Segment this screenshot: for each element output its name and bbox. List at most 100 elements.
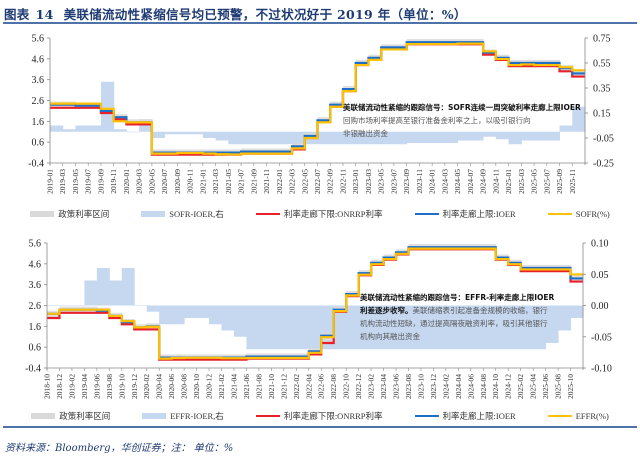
left-tick-label: -0.4	[28, 159, 44, 170]
right-tick-label: 0.75	[593, 34, 611, 45]
bottom-annotation-line-2: 美联储缩表引起准备金规模的收缩，银行	[412, 306, 548, 315]
x-tick-label: 2019-09	[96, 169, 105, 194]
legend-swatch	[547, 213, 572, 215]
x-tick-label: 2024-11	[491, 169, 500, 194]
x-tick-label: 2020-05	[147, 169, 156, 194]
x-tick-label: 2021-01	[198, 169, 207, 194]
left-tick-label: 5.6	[29, 239, 42, 250]
top-chart-legend: 政策利率区间 SOFR-IOER,右 利率走廊下限:ONRRP利率 利率走廊上限:IO…	[0, 208, 640, 220]
left-tick-label: 2.6	[29, 301, 42, 312]
x-tick-label: 2021-08	[254, 374, 263, 399]
legend-label: 利率走廊上限:IOER	[442, 411, 516, 421]
right-tick-label: -0.25	[593, 159, 614, 170]
x-tick-label: 2025-08	[554, 374, 563, 399]
x-tick-label: 2025-09	[555, 169, 564, 194]
x-tick-label: 2022-05	[300, 169, 309, 194]
bottom-annotation-title: 美联储流动性紧缩的跟踪信号：EFFR-利率走廊上限IOER	[360, 293, 555, 302]
legend-swatch	[31, 413, 56, 419]
effr-chart: -0.4 0.6 1.6 2.6 3.6 4.6 5.6 -0.10 -0.05 0.00 0.05…	[25, 239, 612, 400]
legend-label: 政策利率区间	[59, 411, 111, 421]
figure-caption: 美联储流动性紧缩信号均已预警，不过状况好于 2019 年（单位：%）	[63, 7, 467, 22]
figure-label: 图表	[4, 7, 30, 22]
legend-swatch	[30, 211, 55, 217]
x-tick-label: 2019-06	[92, 374, 101, 399]
x-tick-label: 2019-03	[58, 169, 67, 194]
x-tick-label: 2019-08	[105, 374, 114, 399]
top-legend-item: SOFR(%)	[547, 208, 610, 220]
left-tick-label: 4.6	[29, 259, 42, 270]
x-tick-label: 2021-02	[217, 374, 226, 399]
left-tick-label: 3.6	[32, 75, 45, 86]
x-tick-label: 2020-02	[142, 374, 151, 399]
top-legend-item: 利率走廊上限:IOER	[414, 208, 516, 220]
market-rate-line	[50, 42, 585, 156]
x-tick-label: 2025-03	[517, 169, 526, 194]
x-tick-label: 2023-03	[364, 169, 373, 194]
x-tick-label: 2022-08	[329, 374, 338, 399]
x-tick-label: 2019-11	[109, 169, 118, 194]
x-tick-label: 2024-10	[491, 374, 500, 399]
right-tick-label: 0.10	[591, 239, 609, 250]
x-tick-label: 2023-11	[415, 169, 424, 194]
x-tick-label: 2023-06	[392, 374, 401, 399]
bottom-chart-annotation: 美联储流动性紧缩的跟踪信号：EFFR-利率走廊上限IOER 利差逐步收窄。美联储…	[360, 291, 585, 343]
left-tick-label: -0.4	[25, 364, 41, 375]
bottom-annotation-subtitle: 利差逐步收窄。	[360, 306, 413, 315]
x-tick-label: 2023-02	[367, 374, 376, 399]
top-legend-item: 利率走廊下限:ONRRP利率	[255, 208, 383, 220]
right-tick-label: -0.05	[593, 134, 614, 145]
x-tick-label: 2024-05	[453, 169, 462, 194]
source-note: 资料来源：Bloomberg，华创证券；注： 单位：%	[5, 443, 234, 454]
x-tick-label: 2021-12	[279, 374, 288, 399]
x-tick-label: 2023-05	[377, 169, 386, 194]
x-tick-label: 2019-05	[71, 169, 80, 194]
legend-swatch	[414, 415, 439, 417]
x-tick-label: 2019-01	[46, 169, 55, 194]
sofr-chart: -0.4 0.6 1.6 2.6 3.6 4.6 5.6 -0.25 -0.05 0.15 0.35…	[28, 34, 614, 195]
x-tick-label: 2020-04	[155, 374, 164, 399]
x-tick-label: 2019-07	[84, 169, 93, 194]
x-tick-label: 2020-06	[167, 374, 176, 399]
x-tick-label: 2025-01	[504, 169, 513, 194]
x-tick-label: 2024-02	[441, 374, 450, 399]
legend-label: SOFR-IOER,右	[169, 209, 224, 219]
legend-label: 利率走廊上限:IOER	[442, 209, 516, 219]
x-tick-label: 2024-12	[504, 374, 513, 399]
x-tick-label: 2020-03	[135, 169, 144, 194]
x-tick-label: 2023-08	[404, 374, 413, 399]
x-tick-label: 2020-12	[205, 374, 214, 399]
x-tick-label: 2023-09	[402, 169, 411, 194]
x-tick-label: 2020-01	[122, 169, 131, 194]
top-annotation-line-2: 非银融出资金	[343, 129, 388, 138]
x-tick-label: 2021-11	[262, 169, 271, 194]
left-tick-label: 1.6	[29, 322, 42, 333]
x-tick-label: 2019-12	[130, 374, 139, 399]
legend-label: EFFR(%)	[575, 411, 609, 421]
bottom-chart-legend: 政策利率区间 EFFR-IOER,右 利率走廊下限:ONRRP利率 利率走廊上限:IO…	[0, 410, 640, 422]
right-tick-label: 0.00	[591, 301, 609, 312]
legend-swatch	[255, 415, 280, 417]
x-tick-label: 2024-06	[466, 374, 475, 399]
x-tick-label: 2024-01	[428, 169, 437, 194]
figure-title: 图表 14 美联储流动性紧缩信号均已预警，不过状况好于 2019 年（单位：%）	[4, 4, 467, 23]
x-tick-label: 2023-01	[351, 169, 360, 194]
x-tick-label: 2023-04	[379, 374, 388, 399]
left-tick-label: 0.6	[32, 138, 45, 149]
footer-divider	[3, 426, 637, 428]
x-tick-label: 2019-04	[80, 374, 89, 399]
spread-area	[47, 268, 584, 350]
top-legend-item: 政策利率区间	[30, 208, 109, 220]
x-tick-label: 2022-01	[275, 169, 284, 194]
x-tick-label: 2020-08	[180, 374, 189, 399]
x-tick-label: 2025-05	[530, 169, 539, 194]
x-tick-label: 2024-07	[466, 169, 475, 194]
x-tick-label: 2022-11	[338, 169, 347, 194]
x-tick-label: 2022-03	[288, 169, 297, 194]
legend-swatch	[141, 211, 166, 217]
x-tick-label: 2025-02	[516, 374, 525, 399]
left-tick-label: 2.6	[32, 96, 45, 107]
x-tick-label: 2020-10	[192, 374, 201, 399]
x-tick-label: 2021-09	[249, 169, 258, 194]
right-tick-label: 0.15	[593, 109, 611, 120]
left-tick-label: 3.6	[29, 280, 42, 291]
